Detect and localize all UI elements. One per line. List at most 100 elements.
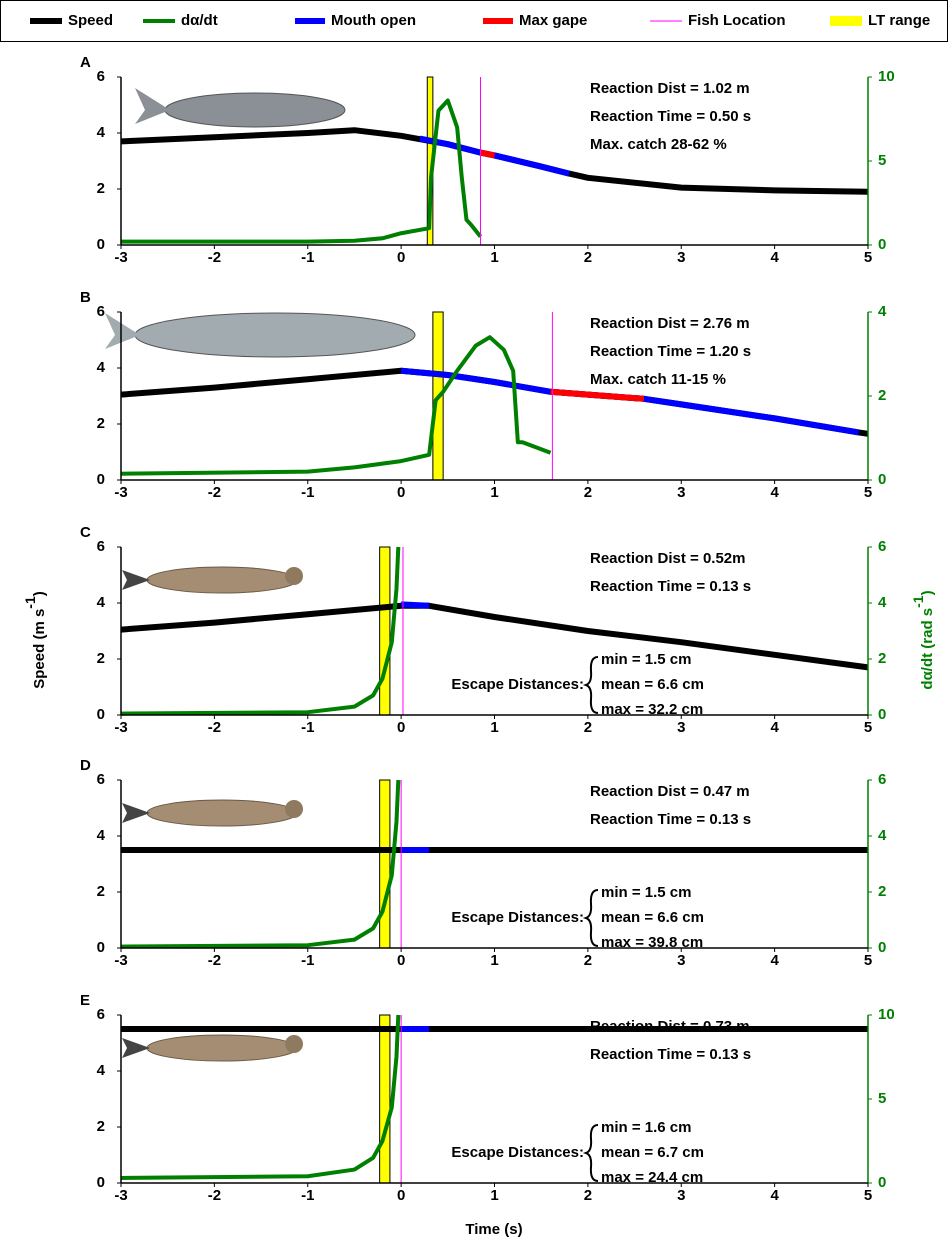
escape-label: Escape Distances: bbox=[451, 909, 584, 926]
x-tick-label: 2 bbox=[584, 952, 592, 969]
brace bbox=[586, 1125, 598, 1181]
annotation: Reaction Time = 1.20 s bbox=[590, 343, 751, 360]
y2-axis-title-part: dα/dt (rad s bbox=[919, 608, 936, 690]
y-tick-label: 2 bbox=[97, 180, 105, 197]
legend-label: Speed bbox=[68, 12, 113, 29]
annotation: Reaction Time = 0.13 s bbox=[590, 1046, 751, 1063]
seal-illustration bbox=[147, 800, 297, 826]
y-axis-title-part: Speed (m s bbox=[31, 609, 48, 689]
y2-tick-label: 10 bbox=[878, 1006, 895, 1023]
y2-axis-title-part: -1 bbox=[910, 595, 926, 608]
y-tick-label: 0 bbox=[97, 1174, 105, 1191]
chart: Speeddα/dtMouth openMax gapeFish Locatio… bbox=[0, 0, 948, 1253]
panel-label: B bbox=[80, 289, 91, 306]
x-tick-label: 1 bbox=[490, 719, 498, 736]
y-tick-label: 4 bbox=[97, 1062, 106, 1079]
x-tick-label: -3 bbox=[114, 952, 127, 969]
escape-label: Escape Distances: bbox=[451, 1144, 584, 1161]
annotation: Reaction Dist = 0.47 m bbox=[590, 783, 750, 800]
y-tick-label: 0 bbox=[97, 471, 105, 488]
x-tick-label: 1 bbox=[490, 952, 498, 969]
legend-label: Fish Location bbox=[688, 12, 786, 29]
x-tick-label: -1 bbox=[301, 719, 314, 736]
whale-illustration bbox=[135, 313, 415, 357]
whale-illustration bbox=[165, 93, 345, 127]
seal-illustration bbox=[147, 567, 297, 593]
x-tick-label: -1 bbox=[301, 484, 314, 501]
lt-range-band bbox=[380, 1015, 390, 1183]
x-tick-label: -3 bbox=[114, 1187, 127, 1204]
y-tick-label: 4 bbox=[97, 827, 106, 844]
annotation: Reaction Dist = 1.02 m bbox=[590, 80, 750, 97]
x-tick-label: 0 bbox=[397, 249, 405, 266]
x-tick-label: 4 bbox=[770, 719, 779, 736]
x-tick-label: -2 bbox=[208, 1187, 221, 1204]
x-tick-label: 0 bbox=[397, 1187, 405, 1204]
x-tick-label: 2 bbox=[584, 484, 592, 501]
x-tick-label: -1 bbox=[301, 249, 314, 266]
x-tick-label: 3 bbox=[677, 952, 685, 969]
lt-range-band bbox=[380, 780, 390, 948]
y2-tick-label: 2 bbox=[878, 387, 886, 404]
series-line bbox=[420, 139, 569, 174]
panel-label: E bbox=[80, 992, 90, 1009]
x-tick-label: 3 bbox=[677, 249, 685, 266]
seal-head bbox=[285, 800, 303, 818]
annotation: Reaction Time = 0.50 s bbox=[590, 108, 751, 125]
y-tick-label: 2 bbox=[97, 883, 105, 900]
legend-label: Mouth open bbox=[331, 12, 416, 29]
annotation: Max. catch 11-15 % bbox=[590, 371, 726, 388]
x-tick-label: -3 bbox=[114, 249, 127, 266]
y2-tick-label: 5 bbox=[878, 1090, 886, 1107]
y2-tick-label: 0 bbox=[878, 706, 886, 723]
y2-tick-label: 6 bbox=[878, 538, 886, 555]
legend-box bbox=[1, 1, 948, 42]
x-tick-label: 4 bbox=[770, 952, 779, 969]
lt-range-band bbox=[380, 547, 390, 715]
x-tick-label: 3 bbox=[677, 719, 685, 736]
x-tick-label: 2 bbox=[584, 1187, 592, 1204]
y2-tick-label: 2 bbox=[878, 883, 886, 900]
x-tick-label: -2 bbox=[208, 249, 221, 266]
y-tick-label: 4 bbox=[97, 124, 106, 141]
escape-value: mean = 6.6 cm bbox=[601, 909, 704, 926]
escape-value: mean = 6.6 cm bbox=[601, 676, 704, 693]
y2-tick-label: 0 bbox=[878, 939, 886, 956]
panel-label: A bbox=[80, 54, 91, 71]
series-line bbox=[121, 606, 868, 668]
x-tick-label: 1 bbox=[490, 1187, 498, 1204]
brace bbox=[586, 890, 598, 946]
x-tick-label: 5 bbox=[864, 719, 872, 736]
x-tick-label: 0 bbox=[397, 719, 405, 736]
annotation: Reaction Time = 0.13 s bbox=[590, 578, 751, 595]
x-tick-label: 4 bbox=[770, 1187, 779, 1204]
escape-value: max = 32.2 cm bbox=[601, 701, 703, 718]
y2-tick-label: 10 bbox=[878, 68, 895, 85]
y-tick-label: 6 bbox=[97, 1006, 105, 1023]
x-tick-label: 0 bbox=[397, 952, 405, 969]
y2-axis-title: dα/dt (rad s-1) bbox=[910, 590, 936, 689]
escape-value: min = 1.5 cm bbox=[601, 651, 691, 668]
escape-value: max = 24.4 cm bbox=[601, 1169, 703, 1186]
y2-tick-label: 0 bbox=[878, 236, 886, 253]
series-line bbox=[401, 604, 429, 605]
y2-tick-label: 0 bbox=[878, 471, 886, 488]
x-tick-label: -2 bbox=[208, 484, 221, 501]
seal-flipper bbox=[122, 803, 150, 823]
y-tick-label: 6 bbox=[97, 303, 105, 320]
y-tick-label: 4 bbox=[97, 594, 106, 611]
whale-tail bbox=[105, 313, 140, 349]
y-axis-title-part: -1 bbox=[22, 596, 38, 609]
x-tick-label: 2 bbox=[584, 249, 592, 266]
x-tick-label: 5 bbox=[864, 952, 872, 969]
annotation: Reaction Time = 0.13 s bbox=[590, 811, 751, 828]
series-line bbox=[551, 392, 644, 399]
y-tick-label: 0 bbox=[97, 236, 105, 253]
x-tick-label: 4 bbox=[770, 484, 779, 501]
y2-tick-label: 6 bbox=[878, 771, 886, 788]
y-tick-label: 4 bbox=[97, 359, 106, 376]
y2-tick-label: 5 bbox=[878, 152, 886, 169]
y2-tick-label: 4 bbox=[878, 303, 887, 320]
seal-flipper bbox=[122, 570, 150, 590]
x-tick-label: 3 bbox=[677, 484, 685, 501]
